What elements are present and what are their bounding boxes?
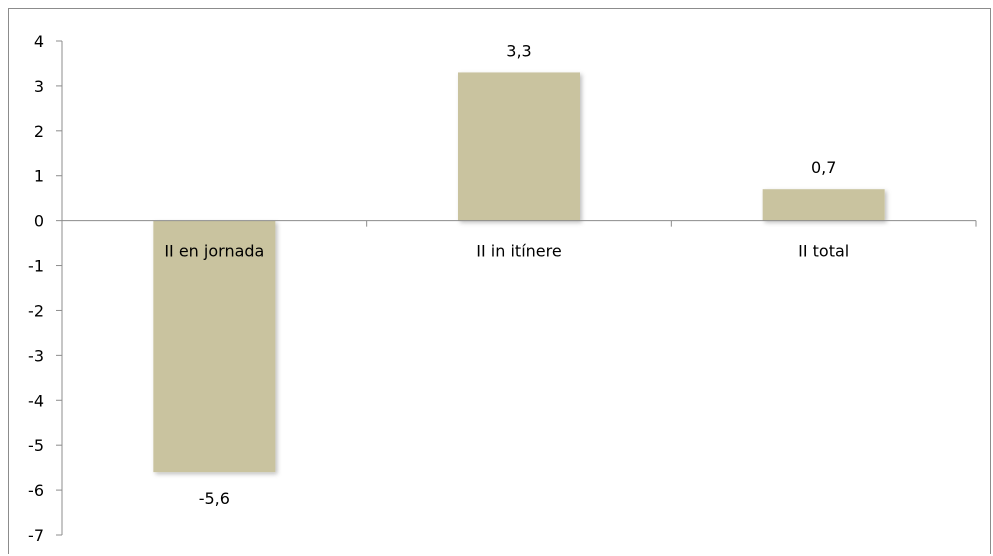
data-label: 0,7	[811, 158, 836, 177]
bars-layer	[153, 72, 885, 473]
y-tick-label: 3	[34, 77, 44, 96]
bar	[153, 220, 276, 473]
y-tick-label: -3	[28, 346, 44, 365]
y-tick-label: -7	[28, 526, 44, 545]
y-tick-label: 4	[34, 32, 44, 51]
y-tick-label: 0	[34, 212, 44, 231]
y-tick-label: -6	[28, 481, 44, 500]
data-label: 3,3	[506, 41, 531, 60]
y-tick-label: -5	[28, 436, 44, 455]
y-tick-label: -1	[28, 257, 44, 276]
y-tick-label: -4	[28, 391, 44, 410]
category-label: II total	[798, 242, 849, 261]
category-label: II en jornada	[164, 242, 264, 261]
axes-layer	[56, 40, 977, 536]
y-tick-label: 1	[34, 167, 44, 186]
y-tick-label: 2	[34, 122, 44, 141]
labels-layer: 4 3 2 1 0 -1 -2 -3 -4 -5 -6 -7 II en jornada -5,6 II i…	[28, 32, 849, 545]
category-label: II in itínere	[476, 242, 561, 261]
data-label: -5,6	[199, 489, 230, 508]
bar	[762, 189, 885, 221]
y-tick-label: -2	[28, 301, 44, 320]
bar	[458, 72, 580, 221]
